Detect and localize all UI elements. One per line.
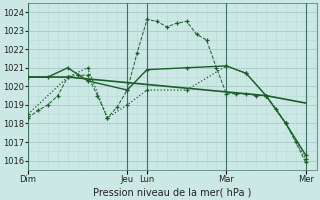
X-axis label: Pression niveau de la mer( hPa ): Pression niveau de la mer( hPa ) [93, 187, 252, 197]
